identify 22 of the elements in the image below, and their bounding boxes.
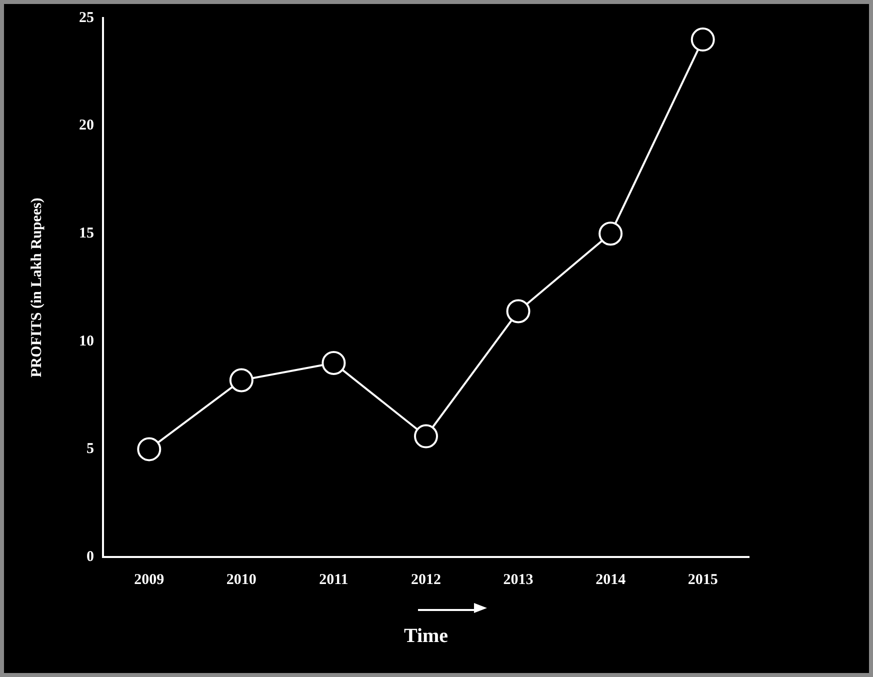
x-tick-label: 2011 bbox=[319, 572, 348, 588]
y-tick-label: 20 bbox=[79, 118, 94, 134]
y-tick-label: 10 bbox=[79, 333, 94, 350]
x-tick-label: 2013 bbox=[503, 572, 534, 588]
point bbox=[322, 350, 346, 375]
x-tick-label: 2015 bbox=[688, 572, 718, 588]
x-tick-label: 2014 bbox=[596, 572, 626, 588]
x-tick-label: 2009 bbox=[134, 572, 164, 588]
point bbox=[229, 368, 254, 392]
y-axis-title: PROFITS (in Lakh Rupees) bbox=[28, 198, 45, 378]
point bbox=[598, 222, 623, 246]
point bbox=[506, 299, 530, 324]
x-tick-label: 2010 bbox=[226, 572, 256, 588]
point bbox=[690, 28, 715, 52]
y-tick-label: 25 bbox=[79, 10, 94, 26]
y-tick-label: 0 bbox=[86, 548, 94, 565]
y-tick-label: 5 bbox=[86, 441, 94, 458]
point bbox=[137, 437, 162, 462]
point bbox=[414, 424, 438, 448]
x-tick-label: 2012 bbox=[411, 572, 441, 588]
x-axis-title: Time bbox=[404, 625, 448, 648]
y-tick-label: 15 bbox=[79, 225, 94, 242]
